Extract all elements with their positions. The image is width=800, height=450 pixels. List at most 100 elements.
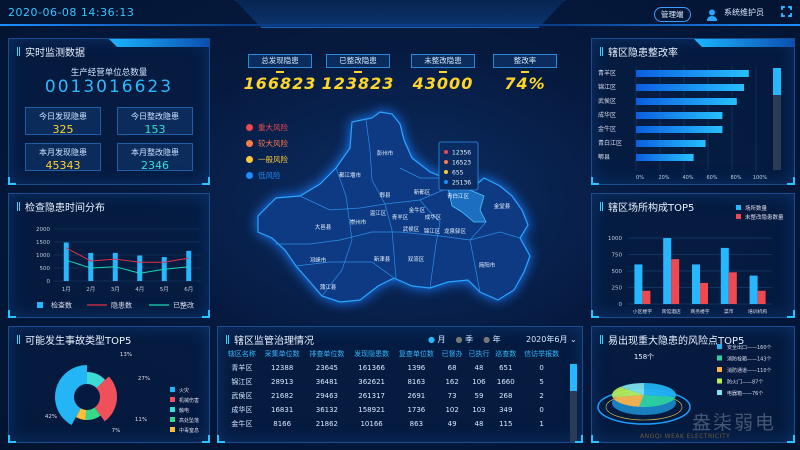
panel-title-text: 易出现重大隐患的风险点TOP5 (608, 336, 745, 347)
stat-label: 今日发现隐患 (39, 112, 87, 121)
accident-panel: 可能发生事故类型TOP5 42% 27% 13% 11% 7% 火灾 机械伤害 触电 高处坠落中… (8, 326, 210, 443)
column-header[interactable]: 已执行 (468, 350, 490, 358)
summary-value: 166823 (243, 74, 317, 93)
legend-label: 消防通道——110个 (727, 367, 772, 374)
stat-box: 今日发现隐患 325 (25, 107, 101, 136)
header-divider (0, 24, 800, 26)
watermark: 盎柒弱电 ANGQI WEAK ELECTRICITY (640, 412, 777, 440)
column-header[interactable]: 已督办 (441, 350, 463, 358)
legend-label: 电器箱——76个 (727, 390, 763, 397)
table-cell: 10166 (360, 420, 383, 428)
district-label: 新都区 (414, 188, 431, 196)
table-cell: 武侯区 (231, 392, 253, 400)
table-row[interactable]: 锦江区 28913 36481 362621 8163 162 106 1660 5 (224, 375, 564, 389)
table-row[interactable]: 武侯区 21682 29463 261317 2691 73 59 268 2 (224, 389, 564, 403)
scrollbar[interactable] (773, 68, 781, 170)
y-tick-label: 1500 (36, 240, 50, 246)
column-header[interactable]: 排查单位数 (309, 350, 345, 358)
district-label: 温江区 (370, 209, 387, 217)
panel-title: 实时监测数据 (17, 44, 85, 59)
tooltip-dot (444, 180, 448, 184)
district-label: 新津县 (374, 255, 391, 263)
column-header[interactable]: 复查单位数 (398, 350, 434, 358)
summary-value: 74% (504, 74, 546, 93)
panel-decoration (694, 39, 794, 47)
summary-divider (276, 71, 284, 73)
scrollbar-thumb[interactable] (773, 68, 781, 95)
district-label: 双流区 (408, 255, 425, 263)
table-cell: 1396 (407, 364, 426, 372)
table-row[interactable]: 成华区 16831 36132 158921 1736 102 103 349 0 (224, 403, 564, 417)
legend-label: 一般风险 (258, 155, 288, 164)
legend-swatch (717, 390, 722, 395)
table-row[interactable]: 青羊区 12388 23645 161366 1396 68 48 651 0 (224, 361, 564, 375)
scrollbar-thumb[interactable] (570, 364, 577, 391)
bar (636, 154, 694, 161)
legend-item[interactable]: 较大风险 (246, 138, 288, 149)
table-cell: 102 (445, 406, 459, 414)
line-rectified (66, 259, 189, 274)
column-header[interactable]: 辖区名称 (227, 350, 256, 358)
legend-swatch (170, 387, 175, 392)
table-cell: 106 (472, 378, 486, 386)
bar-unrectified (671, 259, 680, 304)
period-tab-year[interactable]: ● 年 (483, 335, 501, 344)
bar-inspections (88, 252, 94, 281)
table-cell: 651 (499, 364, 513, 372)
district-label: 金牛区 (409, 206, 426, 214)
center-label: 158个 (634, 353, 654, 361)
total-value: 0013016623 (44, 77, 174, 97)
legend-label: 未整改隐患数量 (745, 213, 784, 221)
legend-item[interactable]: 重大风险 (246, 122, 288, 133)
legend-label: 机械伤害 (179, 397, 199, 404)
legend-item[interactable]: 一般风险 (246, 154, 288, 165)
venues-panel: 辖区场所构成TOP5 0 250 500 750 1000 小区楼宇 宾馆酒店 商务楼宇 菜市 培… (591, 193, 795, 318)
value-label: 42% (45, 414, 57, 420)
total-label: 生产经营单位总数量 (70, 68, 148, 78)
table-scrollbar[interactable] (570, 364, 577, 442)
legend-swatch (37, 302, 43, 308)
panel-decoration (109, 39, 209, 47)
user-name[interactable]: 系统维护员 (724, 8, 764, 17)
legend-item[interactable]: 低风险 (246, 170, 288, 181)
column-header[interactable]: 采集单位数 (264, 350, 300, 358)
table-row[interactable]: 金牛区 8166 21862 10166 863 49 48 115 1 (224, 417, 564, 431)
table-cell: 103 (472, 406, 486, 414)
period-label: 季 (465, 335, 474, 344)
bar-venues (663, 238, 672, 304)
panel-title-text: 检查隐患时间分布 (25, 203, 105, 214)
stat-box: 本月发现隐患 45343 (25, 143, 101, 172)
y-tick-label: 500 (612, 269, 623, 275)
table-cell: 36132 (315, 406, 339, 414)
period-tab-quarter[interactable]: ● 季 (455, 335, 474, 344)
admin-button[interactable]: 管理端 (654, 7, 691, 22)
table-cell: 161366 (358, 364, 385, 372)
x-tick-label: 6月 (184, 286, 193, 293)
table-cell: 金牛区 (231, 420, 253, 428)
legend-label: 隐患数 (111, 301, 132, 310)
table-cell: 成华区 (231, 406, 253, 414)
x-tick-label: 小区楼宇 (633, 308, 652, 315)
tooltip-value: 655 (452, 170, 464, 177)
summary-divider (521, 71, 529, 73)
tooltip-dot (444, 160, 448, 164)
column-header[interactable]: 巡查数 (495, 350, 517, 358)
district-label: 青白江区 (447, 192, 470, 200)
legend-swatch (717, 378, 722, 384)
table-cell: 5 (539, 378, 544, 386)
bar-venues (749, 275, 758, 304)
pie-slice (612, 386, 644, 398)
period-tab-month[interactable]: ● 月 (428, 335, 446, 344)
x-tick-label: 1月 (62, 286, 71, 293)
panel-title: 辖区隐患整改率 (600, 44, 678, 59)
date-select[interactable]: 2020年6月 ⌄ (526, 334, 577, 345)
column-header[interactable]: 信访举报数 (524, 350, 560, 358)
x-tick-label: 商务楼宇 (690, 308, 709, 315)
district-label: 彭州市 (377, 149, 394, 157)
district-label: 大邑县 (315, 223, 332, 231)
table-cell: 1660 (496, 378, 515, 386)
column-header[interactable]: 发现隐患数 (354, 350, 390, 358)
user-icon[interactable] (707, 6, 717, 21)
